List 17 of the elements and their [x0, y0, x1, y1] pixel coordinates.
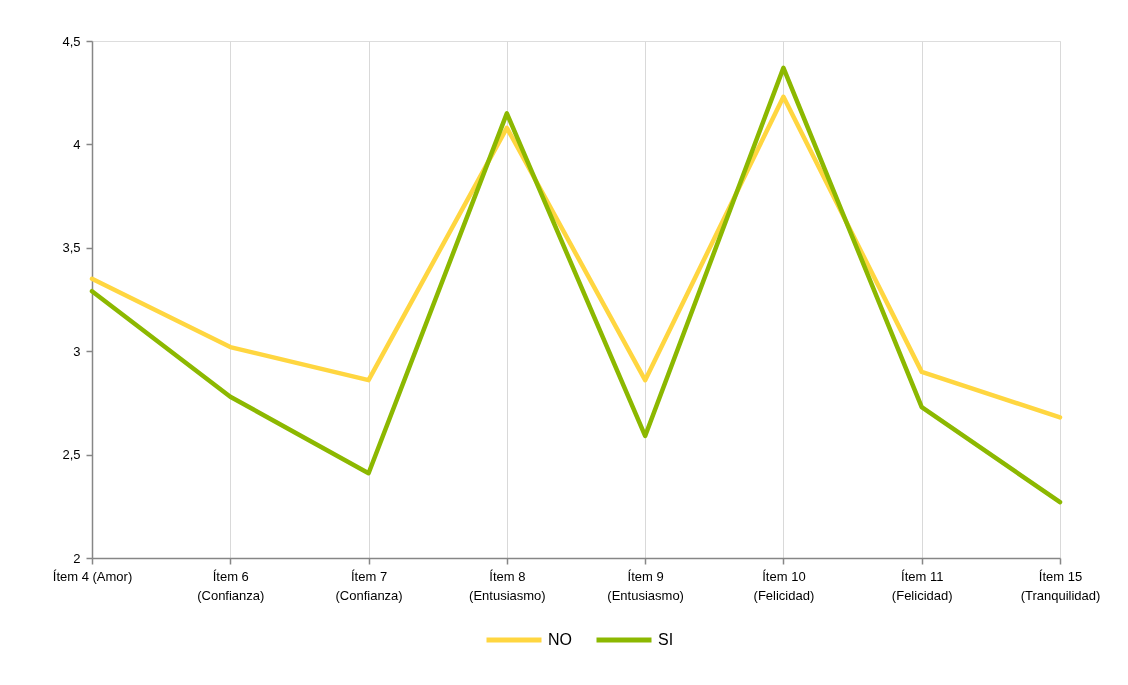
x-tick-label: Ítem 8 (Entusiasmo): [469, 568, 546, 603]
y-tick-label: 4,5: [62, 33, 81, 49]
line-series: [89, 65, 1063, 505]
legend-label: NO: [548, 631, 572, 648]
y-tick-label: 3,5: [62, 240, 81, 256]
x-tick-label: Ítem 9 (Entusiasmo): [607, 568, 684, 603]
x-tick-label: Ítem 7 (Confianza): [335, 568, 403, 603]
y-tick-label: 4: [73, 136, 81, 152]
x-tick-label: Ítem 15 (Tranquilidad): [1020, 568, 1101, 603]
y-tick-label: 3: [73, 343, 81, 359]
y-tick-label: 2: [73, 550, 81, 566]
x-tick-label: Ítem 4 (Amor): [52, 568, 133, 584]
y-tick-label: 2,5: [62, 447, 81, 463]
legend-label: SI: [658, 631, 674, 648]
x-tick-label: Ítem 11 (Felicidad): [891, 568, 953, 603]
x-tick-label: Ítem 6 (Confianza): [197, 568, 265, 603]
x-tick-label: Ítem 10 (Felicidad): [753, 568, 815, 603]
